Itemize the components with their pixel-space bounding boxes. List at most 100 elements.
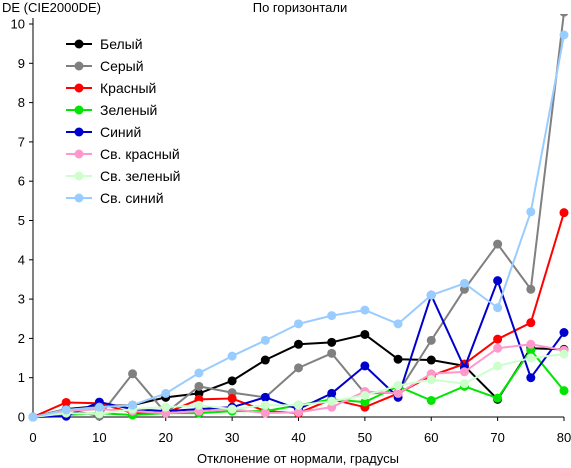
data-point (559, 386, 569, 396)
y-tick-label: 9 (18, 56, 25, 71)
data-point (194, 400, 204, 410)
data-point (426, 335, 436, 345)
legend-label: Серый (100, 58, 144, 74)
data-point (393, 319, 403, 329)
x-tick-label: 10 (92, 430, 106, 445)
data-point (360, 361, 370, 371)
data-point (194, 381, 204, 391)
y-tick-label: 10 (11, 17, 25, 32)
data-point (493, 334, 503, 344)
legend-swatch-marker (74, 83, 84, 93)
legend-label: Св. синий (100, 190, 164, 206)
data-point (426, 355, 436, 365)
x-tick-label: 60 (424, 430, 438, 445)
data-point (161, 388, 171, 398)
data-point (94, 409, 104, 419)
data-point (128, 400, 138, 410)
data-point (493, 276, 503, 286)
data-point (227, 404, 237, 414)
data-point (294, 407, 303, 417)
data-point (360, 305, 370, 315)
legend-item: Св. красный (66, 146, 180, 162)
data-point (260, 355, 270, 365)
data-point (128, 369, 138, 379)
legend-item: Св. синий (66, 190, 164, 206)
data-point (459, 379, 469, 389)
axes: 0 1 2 3 4 5 6 7 8 9 10 0 10 20 30 40 50 60 70 80 (11, 17, 571, 446)
data-point (194, 368, 204, 378)
data-point (161, 402, 171, 412)
data-point (227, 394, 237, 404)
data-point (360, 390, 370, 400)
data-point (493, 393, 503, 403)
y-axis-title: DE (CIE2000DE) (2, 0, 101, 15)
legend-swatch-marker (74, 39, 84, 49)
x-tick-label: 40 (291, 430, 305, 445)
data-point (327, 337, 337, 347)
data-point (426, 395, 436, 405)
data-point (526, 353, 536, 363)
legend-swatch-marker (74, 171, 84, 181)
data-point (294, 400, 303, 410)
series-4 (28, 276, 569, 422)
data-point (559, 328, 569, 338)
legend-label: Синий (100, 124, 141, 140)
data-point (493, 343, 503, 353)
data-point (260, 400, 270, 410)
y-tick-label: 8 (18, 95, 25, 110)
data-point (526, 207, 536, 217)
data-point (327, 311, 337, 321)
data-point (260, 335, 270, 345)
legend-swatch-marker (74, 149, 84, 159)
legend-label: Белый (100, 36, 143, 52)
data-point (327, 348, 337, 358)
y-tick-label: 6 (18, 174, 25, 189)
data-point (327, 388, 337, 398)
legend-swatch-marker (74, 127, 84, 137)
data-point (493, 303, 503, 313)
data-point (526, 284, 536, 294)
data-point (294, 319, 303, 329)
legend-item: Белый (66, 36, 143, 52)
y-tick-label: 3 (18, 292, 25, 307)
y-tick-label: 7 (18, 134, 25, 149)
data-point (526, 373, 536, 383)
series-7 (28, 30, 569, 422)
legend-swatch-marker (74, 61, 84, 71)
legend-item: Красный (66, 80, 156, 96)
data-point (393, 354, 403, 364)
x-tick-label: 20 (159, 430, 173, 445)
data-point (393, 388, 403, 398)
data-point (61, 405, 71, 415)
data-point (360, 329, 370, 339)
y-tick-label: 5 (18, 213, 25, 228)
y-tick-label: 0 (18, 410, 25, 425)
data-point (426, 290, 436, 300)
data-point (227, 376, 237, 386)
x-axis-title: Отклонение от нормали, градусы (197, 451, 399, 466)
chart-title: По горизонтали (253, 0, 347, 15)
data-point (260, 392, 270, 402)
data-point (459, 367, 469, 377)
x-tick-label: 70 (490, 430, 504, 445)
data-point (493, 361, 503, 371)
legend-swatch-marker (74, 193, 84, 203)
x-tick-label: 50 (358, 430, 372, 445)
legend-item: Серый (66, 58, 144, 74)
data-point (61, 397, 71, 407)
legend: Белый Серый Красный Зеленый Синий Св. красный… (66, 36, 180, 206)
data-point (94, 402, 104, 412)
legend-item: Зеленый (66, 102, 157, 118)
y-tick-label: 1 (18, 370, 25, 385)
data-point (28, 412, 38, 422)
data-point (493, 239, 503, 249)
data-point (360, 397, 370, 407)
data-point (426, 375, 436, 385)
data-point (526, 318, 536, 328)
legend-label: Св. зеленый (100, 168, 180, 184)
data-point (327, 396, 337, 406)
data-point (559, 349, 569, 359)
legend-label: Зеленый (100, 102, 157, 118)
